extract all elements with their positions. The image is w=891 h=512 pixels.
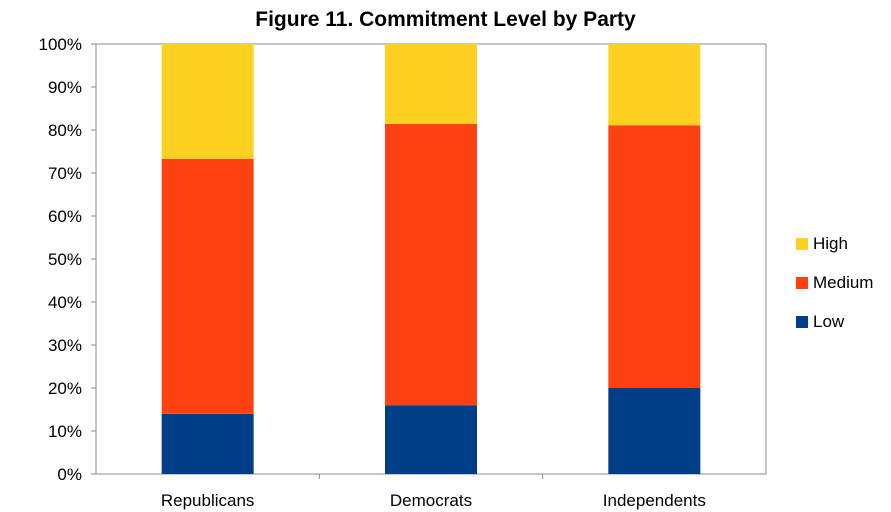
y-tick-label: 10% bbox=[48, 422, 82, 441]
bar-medium-democrats bbox=[385, 123, 477, 406]
x-category-label: Republicans bbox=[161, 491, 255, 510]
x-category-label: Independents bbox=[603, 491, 706, 510]
y-tick-label: 60% bbox=[48, 207, 82, 226]
y-tick-label: 70% bbox=[48, 164, 82, 183]
y-tick-label: 100% bbox=[39, 35, 82, 54]
x-category-label: Democrats bbox=[390, 491, 472, 510]
bar-medium-independents bbox=[608, 125, 701, 389]
bar-medium-republicans bbox=[161, 158, 254, 414]
bar-low-democrats bbox=[385, 405, 477, 474]
y-tick-label: 40% bbox=[48, 293, 82, 312]
legend-swatch-medium bbox=[796, 276, 808, 289]
legend-item-high: High bbox=[796, 224, 873, 263]
legend-label-high: High bbox=[813, 233, 848, 253]
y-tick-label: 80% bbox=[48, 121, 82, 140]
bar-low-independents bbox=[608, 388, 701, 474]
legend-swatch-low bbox=[796, 315, 808, 328]
chart-title: Figure 11. Commitment Level by Party bbox=[255, 8, 636, 31]
y-tick-label: 0% bbox=[57, 465, 82, 484]
y-tick-label: 90% bbox=[48, 78, 82, 97]
y-tick-label: 20% bbox=[48, 379, 82, 398]
legend: High Medium Low bbox=[796, 224, 873, 341]
legend-item-low: Low bbox=[796, 302, 873, 341]
bar-high-democrats bbox=[385, 44, 477, 124]
bar-low-republicans bbox=[161, 413, 254, 474]
legend-item-medium: Medium bbox=[796, 263, 873, 302]
legend-swatch-high bbox=[796, 237, 808, 250]
bar-high-republicans bbox=[161, 44, 254, 159]
y-tick-label: 50% bbox=[48, 250, 82, 269]
bar-high-independents bbox=[608, 44, 701, 126]
y-tick-label: 30% bbox=[48, 336, 82, 355]
legend-label-low: Low bbox=[813, 311, 845, 331]
legend-label-medium: Medium bbox=[813, 272, 874, 292]
